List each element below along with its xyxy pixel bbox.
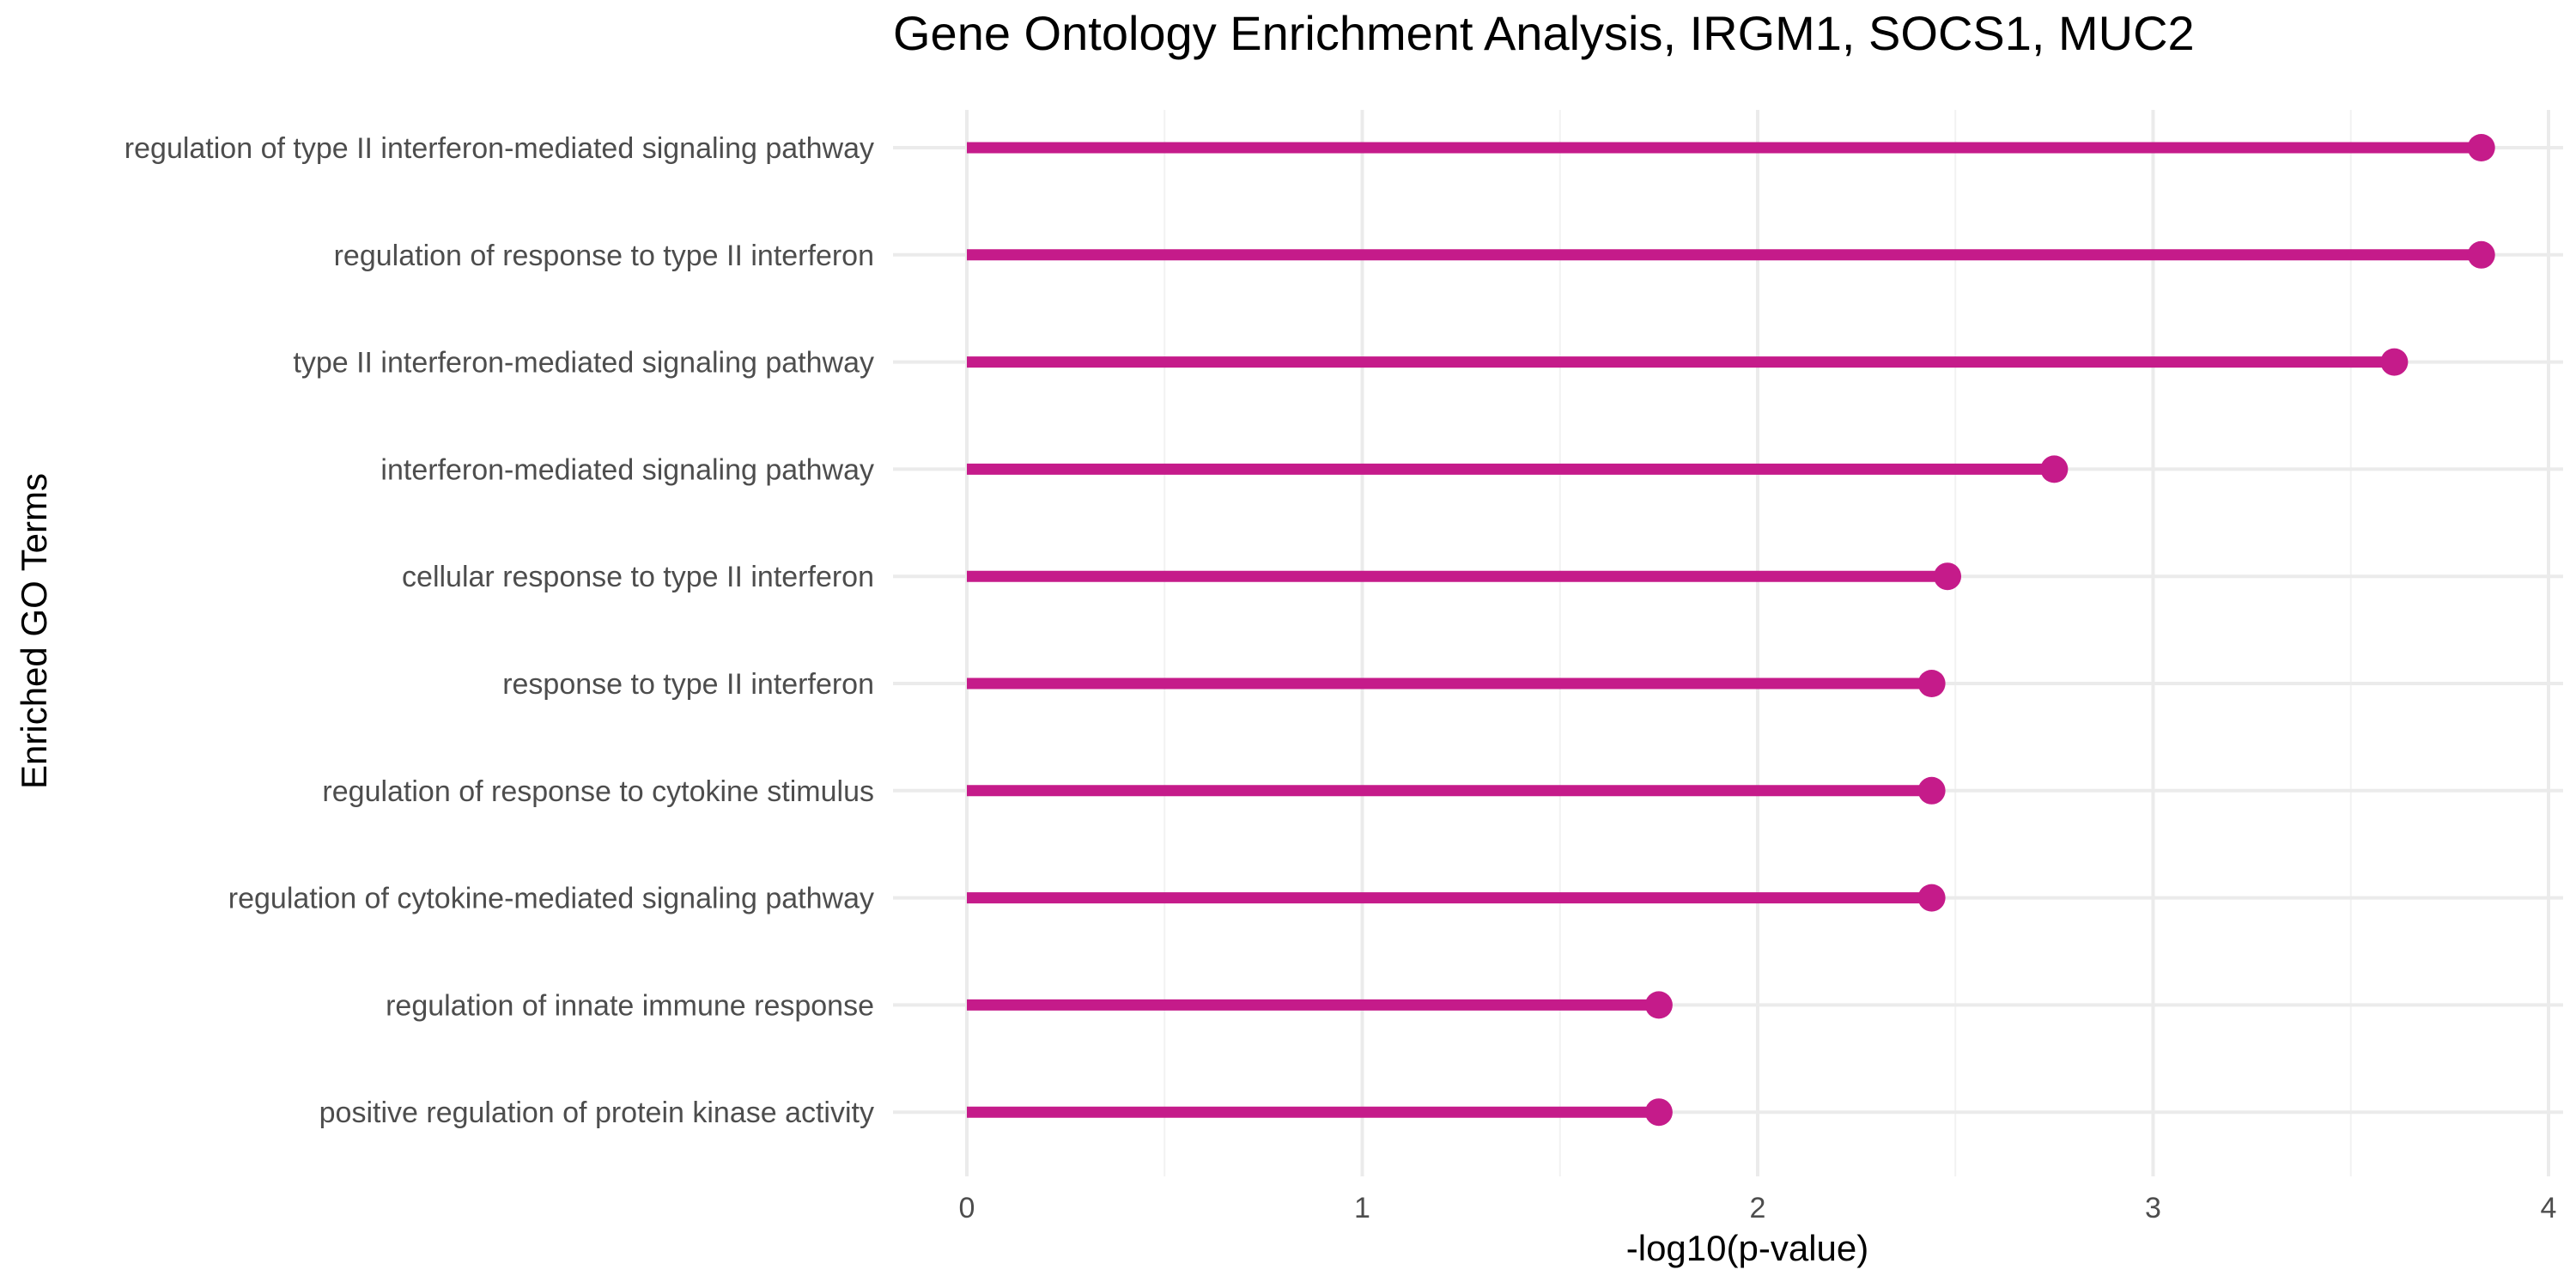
y-tick-label: type II interferon-mediated signaling pa…	[293, 347, 874, 380]
x-tick-label: 1	[1354, 1192, 1370, 1224]
y-tick-label: cellular response to type II interferon	[402, 561, 874, 593]
y-tick-label: regulation of cytokine-mediated signalin…	[228, 883, 874, 915]
lollipop-point	[2040, 455, 2069, 483]
lollipop-point	[1934, 562, 1962, 591]
y-axis-title: Enriched GO Terms	[14, 473, 54, 789]
lollipop-point	[1917, 884, 1946, 912]
x-tick-label: 2	[1750, 1192, 1766, 1224]
lollipop-point	[1917, 670, 1946, 697]
x-tick-label: 3	[2145, 1192, 2161, 1224]
grid-lines	[893, 110, 2563, 1176]
x-tick-label: 0	[959, 1192, 975, 1224]
y-tick-label: regulation of response to type II interf…	[334, 240, 874, 272]
x-tick-label: 4	[2541, 1192, 2557, 1224]
y-tick-label: regulation of innate immune response	[386, 989, 874, 1022]
lollipop-point	[1644, 1098, 1673, 1127]
y-tick-label: positive regulation of protein kinase ac…	[319, 1097, 874, 1129]
chart-marks	[967, 134, 2495, 1127]
lollipop-point	[2467, 240, 2495, 269]
y-tick-label: response to type II interferon	[502, 668, 874, 701]
chart-title: Gene Ontology Enrichment Analysis, IRGM1…	[893, 6, 2195, 60]
y-tick-label: regulation of type II interferon-mediate…	[125, 132, 874, 165]
lollipop-point	[2380, 348, 2409, 376]
y-tick-label: regulation of response to cytokine stimu…	[322, 775, 874, 808]
lollipop-point	[2467, 134, 2495, 161]
lollipop-point	[1644, 991, 1673, 1019]
x-axis-title: -log10(p-value)	[1626, 1228, 1868, 1268]
lollipop-point	[1917, 776, 1946, 805]
axis-labels: 0 1 2 3 4 regulation of type II interferon-me…	[125, 132, 2557, 1224]
y-tick-label: interferon-mediated signaling pathway	[380, 453, 874, 486]
